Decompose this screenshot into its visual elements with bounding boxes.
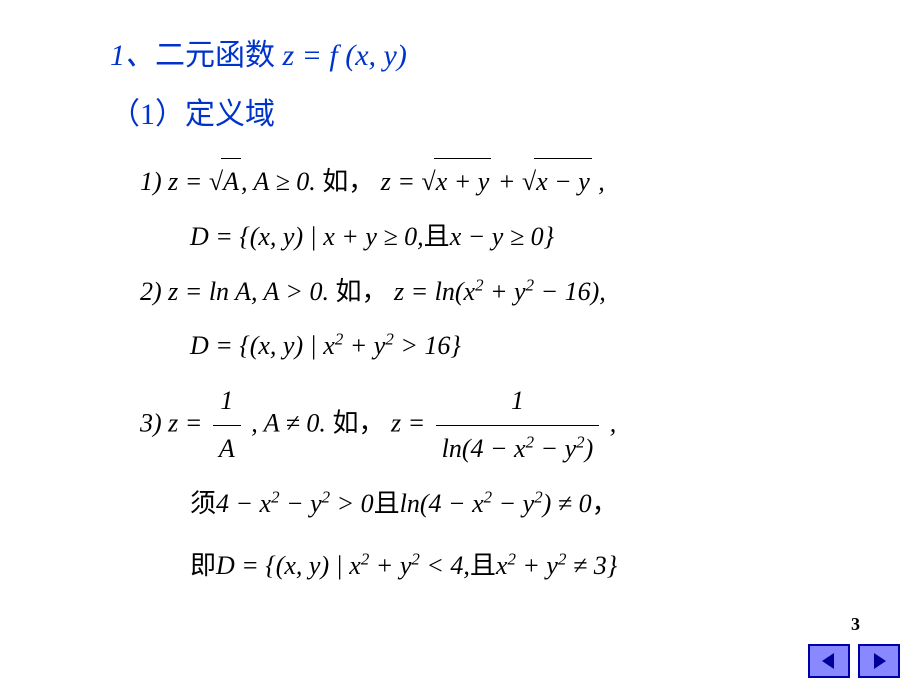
- l3c-e: + y: [516, 551, 558, 580]
- l3c-f: ≠ 3}: [566, 551, 617, 580]
- l3b-s2: 2: [322, 487, 330, 506]
- l2a-s1: 2: [475, 275, 483, 294]
- l3b-e: − y: [492, 489, 534, 518]
- sqrt-xpy: x + y: [421, 158, 491, 206]
- math-content: 1) z = A, A ≥ 0. 如， z = x + y + x − y , …: [140, 158, 880, 589]
- l3b-cn3: ，: [592, 489, 618, 518]
- line-2a: 2) z = ln A, A > 0. 如， z = ln(x2 + y2 − …: [140, 269, 880, 316]
- l2b-s2: 2: [385, 330, 393, 349]
- l1b-end: x − y ≥ 0}: [450, 222, 554, 251]
- prev-button[interactable]: [808, 644, 850, 678]
- title-cn: 二元函数: [155, 39, 275, 72]
- subtitle: （1）定义域: [110, 89, 880, 133]
- next-button[interactable]: [858, 644, 900, 678]
- l3a-end: ,: [603, 408, 616, 437]
- title-formula: z = f (x, y): [275, 39, 407, 72]
- l3b-cn2: 且: [374, 489, 400, 518]
- line-2b: D = {(x, y) | x2 + y2 > 16}: [190, 323, 880, 370]
- slide-content: 1、二元函数 z = f (x, y) （1）定义域 1) z = A, A ≥…: [0, 0, 920, 589]
- l3a-z: z =: [391, 408, 432, 437]
- line-3c: 即D = {(x, y) | x2 + y2 < 4,且x2 + y2 ≠ 3}: [190, 543, 880, 590]
- l3c-cn: 即: [190, 551, 216, 580]
- l3c-cn2: 且: [470, 551, 496, 580]
- l1b-cn: 且: [424, 222, 450, 251]
- l2a-c: + y: [484, 277, 526, 306]
- frac-1A: 1A: [213, 378, 241, 473]
- l3b-c: > 0: [330, 489, 374, 518]
- l3a-mid: , A ≠ 0.: [245, 408, 326, 437]
- l3c-s2: 2: [411, 549, 419, 568]
- triangle-left-icon: [819, 651, 839, 671]
- l3b-a: 4 − x: [216, 489, 271, 518]
- l3c-d: x: [496, 551, 508, 580]
- l3b-s3: 2: [484, 487, 492, 506]
- line-3b: 须4 − x2 − y2 > 0且ln(4 − x2 − y2) ≠ 0，: [190, 481, 880, 528]
- line-3a: 3) z = 1A , A ≠ 0. 如， z = 1ln(4 − x2 − y…: [140, 378, 880, 473]
- l3b-s1: 2: [271, 487, 279, 506]
- main-title: 1、二元函数 z = f (x, y): [110, 30, 880, 74]
- l3c-c: < 4,: [420, 551, 470, 580]
- frac-big: 1ln(4 − x2 − y2): [436, 378, 600, 473]
- l2b-b: + y: [343, 331, 385, 360]
- l2a-s2: 2: [526, 275, 534, 294]
- l1a-ru: 如，: [322, 167, 374, 196]
- line-1a: 1) z = A, A ≥ 0. 如， z = x + y + x − y ,: [140, 158, 880, 206]
- l2a-d: − 16),: [534, 277, 606, 306]
- l3b-f: ) ≠ 0: [543, 489, 592, 518]
- l3c-b: + y: [369, 551, 411, 580]
- sqrt-xmy: x − y: [522, 158, 592, 206]
- l1a-z: z =: [381, 167, 422, 196]
- l3b-cn1: 须: [190, 489, 216, 518]
- l3a-cn: 如，: [332, 408, 384, 437]
- l2a-cn: 如，: [335, 277, 387, 306]
- l3b-d: ln(4 − x: [400, 489, 484, 518]
- l2a-b: z = ln(x: [394, 277, 475, 306]
- l2b-c: > 16}: [394, 331, 461, 360]
- l3b-s4: 2: [534, 487, 542, 506]
- page-number: 3: [851, 614, 860, 635]
- l3c-s1: 2: [361, 549, 369, 568]
- l3c-s3: 2: [507, 549, 515, 568]
- title-number: 1、: [110, 39, 155, 72]
- l1a-plus: +: [491, 167, 522, 196]
- nav-buttons: [808, 644, 900, 678]
- l2b-a: D = {(x, y) | x: [190, 331, 335, 360]
- l2a-a: 2) z = ln A, A > 0.: [140, 277, 329, 306]
- l1a-cond: , A ≥ 0.: [241, 167, 316, 196]
- l2b-s1: 2: [335, 330, 343, 349]
- l1a-prefix: 1) z =: [140, 167, 209, 196]
- l1a-end: ,: [592, 167, 605, 196]
- l3c-a: D = {(x, y) | x: [216, 551, 361, 580]
- sqrt-A: A: [209, 158, 241, 206]
- line-1b: D = {(x, y) | x + y ≥ 0,且x − y ≥ 0}: [190, 214, 880, 261]
- l3b-b: − y: [280, 489, 322, 518]
- triangle-right-icon: [869, 651, 889, 671]
- l3a-a: 3) z =: [140, 408, 209, 437]
- l1b-a: D = {(x, y) | x + y ≥ 0,: [190, 222, 424, 251]
